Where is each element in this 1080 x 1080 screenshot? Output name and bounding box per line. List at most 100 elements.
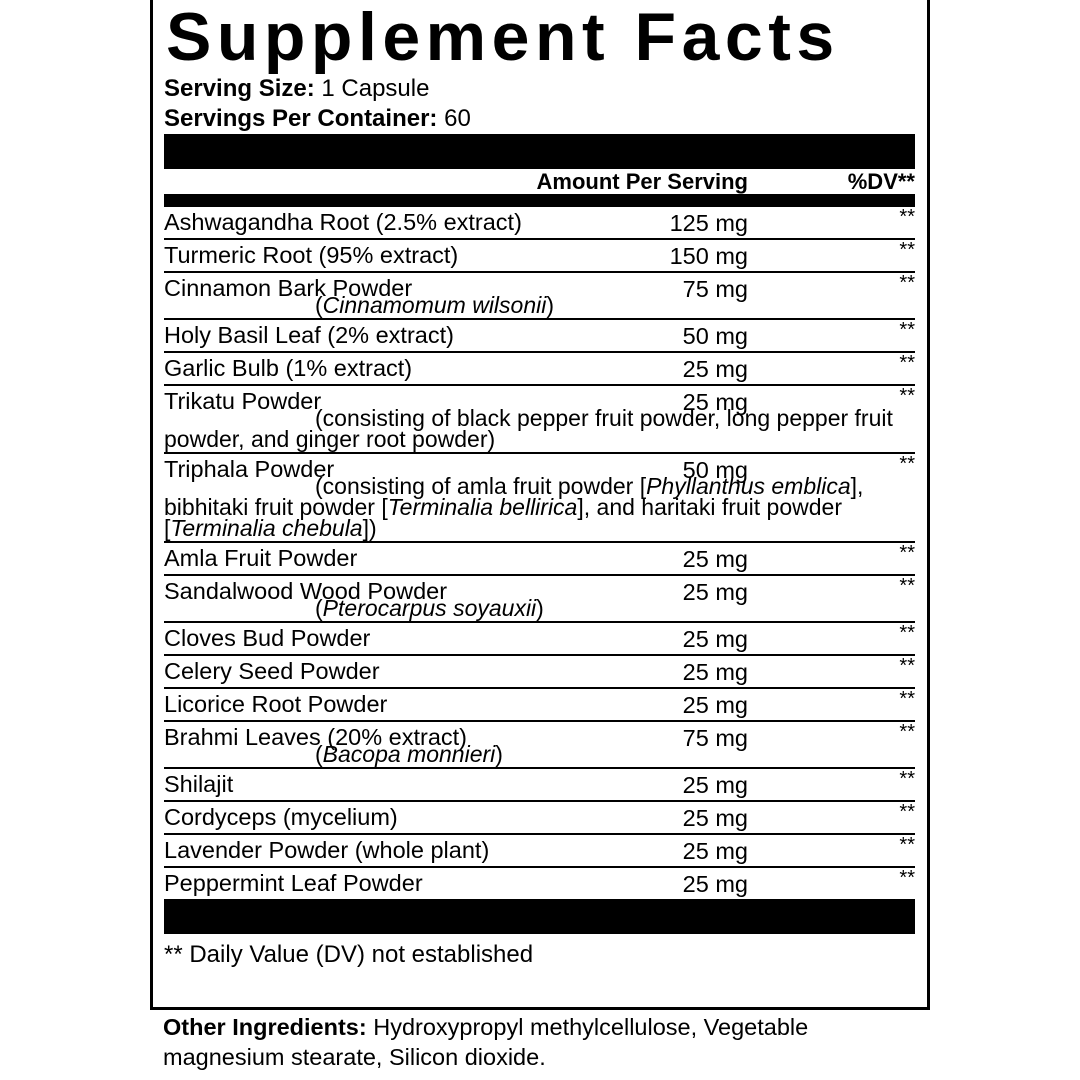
- ingredient-dv: **: [899, 688, 915, 710]
- other-ingredients-label: Other Ingredients:: [163, 1014, 367, 1040]
- ingredient-name: Trikatu Powder: [164, 388, 322, 414]
- ingredient-name: Licorice Root Powder: [164, 691, 388, 717]
- ingredient-amount: 25 mg: [682, 838, 748, 864]
- ingredient-amount: 25 mg: [682, 871, 748, 897]
- ingredient-row: Ashwagandha Root (2.5% extract) 125 mg **: [164, 206, 915, 240]
- ingredient-amount: 50 mg: [682, 457, 748, 483]
- note-latin-name: Terminalia bellirica: [387, 494, 578, 520]
- note-text: ]): [362, 515, 377, 541]
- note-latin-name: Bacopa monnieri: [322, 741, 496, 767]
- ingredient-amount: 25 mg: [682, 356, 748, 382]
- ingredient-dv: **: [899, 385, 915, 407]
- ingredient-row: Amla Fruit Powder 25 mg **: [164, 542, 915, 576]
- ingredient-name: Holy Basil Leaf (2% extract): [164, 322, 454, 348]
- ingredient-name: Ashwagandha Root (2.5% extract): [164, 209, 522, 235]
- ingredient-name: Brahmi Leaves (20% extract): [164, 724, 468, 750]
- note-text: ): [546, 292, 555, 318]
- ingredient-dv: **: [899, 542, 915, 564]
- ingredient-row: Triphala Powder 50 mg ** (consisting of aml…: [164, 453, 915, 543]
- ingredient-amount: 25 mg: [682, 659, 748, 685]
- other-ingredients-text: Hydroxypropyl methylcellulose, Vegetable…: [163, 1014, 809, 1070]
- ingredient-dv: **: [899, 867, 915, 889]
- serving-size-label: Serving Size:: [164, 75, 315, 102]
- serving-size: Serving Size: 1 Capsule: [164, 74, 915, 104]
- ingredient-amount: 75 mg: [682, 725, 748, 751]
- ingredient-row: Peppermint Leaf Powder 25 mg **: [164, 867, 915, 899]
- ingredient-row: Sandalwood Wood Powder 25 mg ** (Pterocarpu…: [164, 575, 915, 623]
- ingredient-amount: 25 mg: [682, 772, 748, 798]
- servings-value: 60: [444, 105, 471, 132]
- other-ingredients: Other Ingredients: Hydroxypropyl methylc…: [163, 1012, 863, 1072]
- ingredient-row: Shilajit 25 mg **: [164, 768, 915, 802]
- ingredient-name: Lavender Powder (whole plant): [164, 837, 490, 863]
- note-text: ): [495, 741, 503, 767]
- ingredient-note: (consisting of amla fruit powder [Phylla…: [164, 473, 915, 541]
- note-text: (consisting of black pepper fruit powder…: [164, 405, 893, 452]
- title: Supplement Facts: [166, 0, 840, 75]
- ingredient-dv: **: [899, 575, 915, 597]
- ingredient-name: Cinnamon Bark Powder: [164, 275, 413, 301]
- footnote: ** Daily Value (DV) not established: [164, 941, 534, 968]
- ingredient-row: Brahmi Leaves (20% extract) 75 mg ** (Bacop…: [164, 721, 915, 769]
- note-text: ): [536, 595, 544, 621]
- ingredient-row: Cloves Bud Powder 25 mg **: [164, 622, 915, 656]
- ingredient-row: Turmeric Root (95% extract) 150 mg **: [164, 239, 915, 273]
- ingredient-amount: 25 mg: [682, 389, 748, 415]
- ingredient-dv: **: [899, 206, 915, 228]
- ingredient-amount: 25 mg: [682, 626, 748, 652]
- ingredient-dv: **: [899, 272, 915, 294]
- ingredient-dv: **: [899, 721, 915, 743]
- ingredient-dv: **: [899, 655, 915, 677]
- amount-header: Amount Per Serving: [536, 169, 748, 194]
- note-text: ], and haritaki fruit powder [: [164, 494, 842, 541]
- ingredient-row: Trikatu Powder 25 mg ** (consisting of blac…: [164, 385, 915, 454]
- ingredient-row: Lavender Powder (whole plant) 25 mg **: [164, 834, 915, 868]
- supplement-facts-panel: Supplement Facts Serving Size: 1 Capsule…: [150, 0, 930, 1010]
- ingredient-name: Triphala Powder: [164, 456, 335, 482]
- ingredient-name: Garlic Bulb (1% extract): [164, 355, 413, 381]
- note-text: (: [315, 292, 323, 318]
- ingredient-dv: **: [899, 834, 915, 856]
- ingredient-dv: **: [899, 801, 915, 823]
- serving-size-value: 1 Capsule: [321, 75, 430, 102]
- ingredient-note: (consisting of black pepper fruit powder…: [164, 405, 915, 452]
- ingredient-amount: 25 mg: [682, 579, 748, 605]
- ingredient-amount: 150 mg: [669, 243, 748, 269]
- note-text: (: [315, 741, 323, 767]
- ingredient-dv: **: [899, 622, 915, 644]
- note-text: (consisting of amla fruit powder [: [315, 473, 647, 499]
- ingredient-amount: 50 mg: [682, 323, 748, 349]
- ingredient-dv: **: [899, 453, 915, 475]
- ingredient-amount: 125 mg: [669, 210, 748, 236]
- ingredient-note: (Bacopa monnieri): [164, 741, 915, 767]
- servings-per-container: Servings Per Container: 60: [164, 104, 915, 134]
- ingredient-name: Celery Seed Powder: [164, 658, 380, 684]
- ingredient-dv: **: [899, 239, 915, 261]
- ingredient-name: Shilajit: [164, 771, 234, 797]
- ingredient-note: (Cinnamomum wilsonii): [164, 292, 915, 318]
- ingredient-note: (Pterocarpus soyauxii): [164, 595, 915, 621]
- servings-label: Servings Per Container:: [164, 105, 438, 132]
- ingredient-name: Cordyceps (mycelium): [164, 804, 398, 830]
- ingredient-list: Ashwagandha Root (2.5% extract) 125 mg ** T…: [164, 206, 915, 899]
- ingredient-name: Turmeric Root (95% extract): [164, 242, 459, 268]
- note-latin-name: Cinnamomum wilsonii: [322, 292, 547, 318]
- ingredient-amount: 25 mg: [682, 692, 748, 718]
- ingredient-dv: **: [899, 768, 915, 790]
- note-latin-name: Phyllanthus emblica: [646, 473, 851, 499]
- ingredient-name: Peppermint Leaf Powder: [164, 870, 423, 896]
- note-latin-name: Terminalia chebula: [170, 515, 363, 541]
- ingredient-name: Sandalwood Wood Powder: [164, 578, 448, 604]
- dv-header: %DV**: [847, 169, 915, 194]
- ingredient-amount: 75 mg: [682, 276, 748, 302]
- divider-bar: [164, 194, 915, 207]
- ingredient-amount: 25 mg: [682, 546, 748, 572]
- ingredient-dv: **: [899, 319, 915, 341]
- table-header: Amount Per Serving %DV**: [164, 169, 915, 194]
- ingredient-name: Amla Fruit Powder: [164, 545, 358, 571]
- ingredient-row: Cordyceps (mycelium) 25 mg **: [164, 801, 915, 835]
- ingredient-row: Holy Basil Leaf (2% extract) 50 mg **: [164, 319, 915, 353]
- note-latin-name: Pterocarpus soyauxii: [322, 595, 537, 621]
- ingredient-row: Celery Seed Powder 25 mg **: [164, 655, 915, 689]
- divider-bar: [164, 899, 915, 934]
